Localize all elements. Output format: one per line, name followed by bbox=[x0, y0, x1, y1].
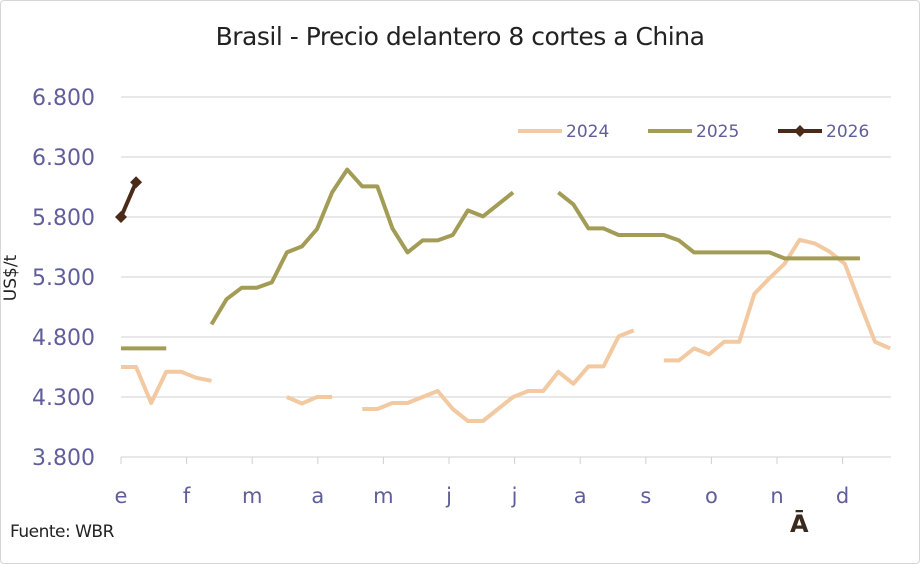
series-line-2025 bbox=[209, 167, 515, 326]
x-tick-label: e bbox=[115, 484, 128, 508]
series-line-2025 bbox=[557, 190, 860, 261]
series-line-2024 bbox=[121, 365, 212, 405]
y-tick-label: 5.300 bbox=[32, 266, 95, 291]
y-tick-label: 4.800 bbox=[32, 326, 95, 351]
x-tick-label: a bbox=[574, 484, 587, 508]
chart-title: Brasil - Precio delantero 8 cortes a Chi… bbox=[215, 22, 705, 51]
series-line-2024 bbox=[362, 328, 635, 423]
legend-label: 2024 bbox=[566, 122, 609, 142]
x-tick-label: s bbox=[640, 484, 651, 508]
x-tick-label: a bbox=[311, 484, 324, 508]
x-tick-label: m bbox=[373, 484, 393, 508]
legend-marker-2026 bbox=[794, 125, 806, 137]
y-tick-label: 4.300 bbox=[32, 386, 95, 411]
y-tick-label: 5.800 bbox=[32, 206, 95, 231]
x-tick-label: f bbox=[183, 484, 191, 508]
x-tick-label: j bbox=[445, 484, 452, 508]
y-tick-label: 6.300 bbox=[32, 146, 95, 171]
x-tick-label: n bbox=[770, 484, 783, 508]
source-note: Fuente: WBR bbox=[10, 522, 114, 542]
x-tick-label: o bbox=[705, 484, 718, 508]
x-tick-label: d bbox=[836, 484, 849, 508]
legend-label: 2025 bbox=[696, 122, 739, 142]
series-line-2024 bbox=[663, 237, 891, 363]
data-point-2026 bbox=[130, 176, 143, 189]
series-line-2026 bbox=[119, 181, 138, 218]
y-tick-label: 6.800 bbox=[32, 86, 95, 111]
legend-label: 2026 bbox=[826, 122, 869, 142]
data-point-2026 bbox=[115, 211, 127, 223]
y-tick-label: 3.800 bbox=[32, 446, 95, 471]
series-line-2024 bbox=[286, 395, 333, 406]
x-tick-label: j bbox=[511, 484, 518, 508]
x-tick-label: m bbox=[242, 484, 262, 508]
footnote-mark: Ā bbox=[790, 510, 809, 538]
